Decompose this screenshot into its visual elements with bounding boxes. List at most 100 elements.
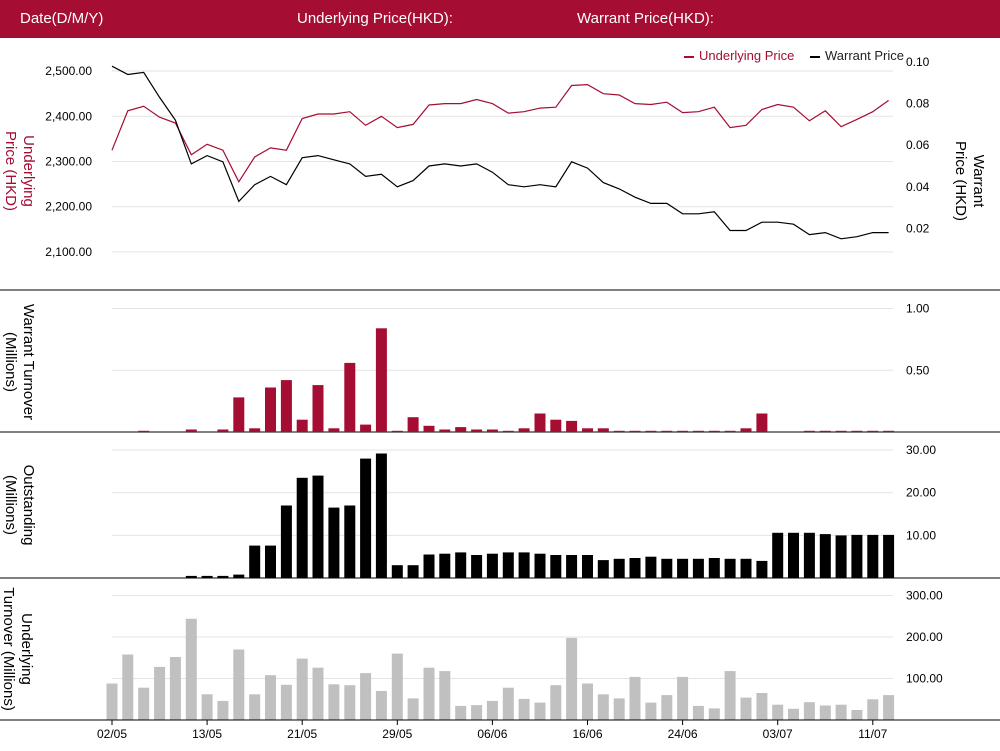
bar-outstanding xyxy=(439,553,451,578)
bar-underlying-turnover xyxy=(597,694,609,720)
bar-warrant-turnover xyxy=(375,328,387,432)
bar-underlying-turnover xyxy=(328,684,340,720)
bar-outstanding xyxy=(788,532,799,578)
x-tick-label: 02/05 xyxy=(97,727,127,741)
bar-outstanding xyxy=(312,475,324,578)
x-tick-label: 03/07 xyxy=(763,727,793,741)
series-line-warrant xyxy=(111,65,889,240)
legend-item-warrant[interactable]: Warrant Price xyxy=(810,48,904,63)
bar-underlying-turnover xyxy=(455,705,467,720)
bar-warrant-turnover xyxy=(312,385,324,432)
bar-warrant-turnover xyxy=(296,419,308,432)
y-tick-label-warrant-turnover: 1.00 xyxy=(906,302,930,316)
bar-outstanding xyxy=(534,553,546,578)
bar-underlying-turnover xyxy=(280,684,292,721)
bar-underlying-turnover xyxy=(233,649,245,720)
bar-outstanding xyxy=(851,534,863,578)
bar-underlying-turnover xyxy=(312,667,324,720)
chart-header: Date(D/M/Y) Underlying Price(HKD): Warra… xyxy=(0,0,1000,38)
bar-outstanding xyxy=(677,558,689,578)
bar-underlying-turnover xyxy=(550,685,562,720)
bar-underlying-turnover xyxy=(486,700,498,720)
bar-warrant-turnover xyxy=(471,429,483,432)
bar-outstanding xyxy=(391,565,403,578)
bar-underlying-turnover xyxy=(883,695,895,720)
y-tick-label-warrant: 0.02 xyxy=(906,221,930,235)
y-tick-label-outstanding: 30.00 xyxy=(906,443,936,457)
bar-underlying-turnover xyxy=(518,698,530,720)
bar-outstanding xyxy=(233,574,245,578)
bar-outstanding xyxy=(867,534,879,578)
y-axis-label-outstanding: Outstanding(Millions) xyxy=(2,465,37,546)
y-tick-label-warrant: 0.04 xyxy=(906,180,930,194)
legend-label-warrant: Warrant Price xyxy=(825,48,904,63)
bar-underlying-turnover xyxy=(201,694,213,720)
y-axis-label-warrant-turnover: Warrant Turnover(Millions) xyxy=(2,304,37,420)
y-tick-label-underlying: 2,300.00 xyxy=(45,154,92,168)
bar-warrant-turnover xyxy=(835,430,847,432)
y-tick-label-warrant-turnover: 0.50 xyxy=(906,363,930,377)
bar-underlying-turnover xyxy=(502,687,514,720)
bar-outstanding xyxy=(803,532,815,578)
legend-item-underlying[interactable]: Underlying Price xyxy=(684,48,794,63)
bar-underlying-turnover xyxy=(645,702,657,720)
bar-underlying-turnover xyxy=(692,705,704,720)
bar-outstanding xyxy=(597,560,609,578)
bar-underlying-turnover xyxy=(819,705,831,720)
bar-underlying-turnover xyxy=(154,666,166,720)
bar-warrant-turnover xyxy=(819,430,831,432)
bar-warrant-turnover xyxy=(867,430,879,432)
bar-warrant-turnover xyxy=(439,429,451,432)
bar-outstanding xyxy=(582,555,593,578)
x-tick-label: 06/06 xyxy=(477,727,507,741)
y-tick-label-underlying-turnover: 200.00 xyxy=(906,630,943,644)
bar-warrant-turnover xyxy=(328,428,340,432)
bar-outstanding xyxy=(344,505,356,578)
bar-underlying-turnover xyxy=(613,698,625,720)
bar-underlying-turnover xyxy=(788,708,799,720)
bar-warrant-turnover xyxy=(756,413,768,432)
bar-warrant-turnover xyxy=(280,380,292,432)
bar-underlying-turnover xyxy=(772,704,784,720)
bar-outstanding xyxy=(819,534,831,578)
y-tick-label-outstanding: 20.00 xyxy=(906,486,936,500)
bar-outstanding xyxy=(185,575,197,578)
bar-underlying-turnover xyxy=(185,618,197,720)
bar-underlying-turnover xyxy=(724,671,736,720)
bar-underlying-turnover xyxy=(249,694,261,720)
bar-warrant-turnover xyxy=(677,430,689,432)
bar-outstanding xyxy=(375,453,387,578)
y-axis-label-warrant: WarrantPrice (HKD) xyxy=(952,141,987,221)
bar-warrant-turnover xyxy=(233,397,245,432)
y-tick-label-underlying: 2,500.00 xyxy=(45,64,92,78)
bar-underlying-turnover xyxy=(360,673,372,720)
bar-warrant-turnover xyxy=(724,430,736,432)
bar-underlying-turnover xyxy=(708,708,720,720)
bar-outstanding xyxy=(645,556,657,578)
bar-outstanding xyxy=(661,558,673,578)
bar-warrant-turnover xyxy=(217,429,229,432)
bar-warrant-turnover xyxy=(407,417,419,432)
bar-underlying-turnover xyxy=(407,698,419,720)
bar-underlying-turnover xyxy=(265,675,276,720)
bar-outstanding xyxy=(740,558,752,578)
bar-outstanding xyxy=(471,555,483,578)
bar-underlying-turnover xyxy=(391,653,403,720)
y-tick-label-underlying: 2,400.00 xyxy=(45,109,92,123)
bar-underlying-turnover xyxy=(106,683,118,720)
bar-underlying-turnover xyxy=(296,658,308,720)
bar-underlying-turnover xyxy=(835,704,847,720)
bar-outstanding xyxy=(407,565,419,578)
bar-outstanding xyxy=(217,575,229,578)
bar-underlying-turnover xyxy=(629,676,641,720)
bar-underlying-turnover xyxy=(566,637,578,720)
y-tick-label-warrant: 0.06 xyxy=(906,138,930,152)
bar-outstanding xyxy=(423,554,435,578)
y-tick-label-underlying: 2,100.00 xyxy=(45,245,92,259)
bar-warrant-turnover xyxy=(566,420,578,432)
bar-outstanding xyxy=(756,560,768,578)
bar-outstanding xyxy=(201,575,213,578)
y-axis-label-underlying-turnover: UnderlyingTurnover (Millions) xyxy=(0,587,35,711)
bar-underlying-turnover xyxy=(138,687,150,720)
